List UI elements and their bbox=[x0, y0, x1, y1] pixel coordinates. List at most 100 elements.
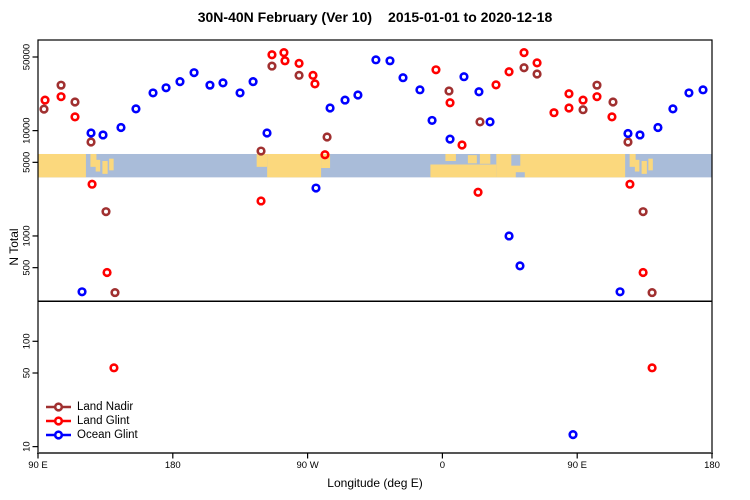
map-strip-land bbox=[90, 153, 97, 167]
chart-title: 30N-40N February (Ver 10) 2015-01-01 to … bbox=[0, 9, 750, 25]
data-point-land-glint bbox=[320, 150, 330, 160]
data-point-ocean-glint bbox=[325, 103, 335, 113]
data-point-land-nadir bbox=[623, 137, 633, 147]
legend-label: Land Glint bbox=[77, 415, 130, 427]
data-point-land-glint bbox=[87, 179, 97, 189]
map-strip-land bbox=[38, 153, 86, 178]
data-point-ocean-glint bbox=[459, 72, 469, 82]
data-point-land-glint bbox=[564, 89, 574, 99]
data-point-land-nadir bbox=[578, 105, 588, 115]
data-point-land-nadir bbox=[519, 63, 529, 73]
data-point-ocean-glint bbox=[131, 104, 141, 114]
legend-label: Ocean Glint bbox=[77, 429, 139, 441]
legend-symbol-point bbox=[53, 430, 64, 440]
y-tick-label: 100 bbox=[22, 333, 33, 349]
data-point-ocean-glint bbox=[635, 130, 645, 140]
data-point-ocean-glint bbox=[77, 287, 87, 297]
map-strip-land bbox=[445, 153, 456, 162]
data-point-ocean-glint bbox=[218, 78, 228, 88]
data-point-land-glint bbox=[607, 112, 617, 122]
data-point-land-glint bbox=[308, 70, 318, 80]
y-tick-label: 1000 bbox=[22, 225, 33, 246]
data-point-land-glint bbox=[578, 95, 588, 105]
map-strip-land bbox=[102, 161, 108, 174]
map-strip-land bbox=[496, 153, 626, 178]
data-point-ocean-glint bbox=[623, 128, 633, 139]
map-strip-land bbox=[629, 153, 636, 167]
data-point-land-glint bbox=[310, 79, 320, 89]
data-point-ocean-glint bbox=[86, 128, 96, 138]
data-point-land-glint bbox=[504, 67, 514, 77]
data-point-land-glint bbox=[625, 179, 635, 189]
data-point-land-nadir bbox=[322, 132, 332, 142]
data-point-ocean-glint bbox=[371, 55, 381, 65]
legend-symbol-point bbox=[53, 402, 64, 412]
y-tick-label: 10 bbox=[22, 441, 33, 452]
data-point-ocean-glint bbox=[445, 134, 455, 144]
data-point-land-glint bbox=[431, 65, 441, 75]
data-point-land-nadir bbox=[444, 86, 454, 96]
data-point-ocean-glint bbox=[205, 80, 215, 90]
y-tick-label: 500 bbox=[22, 260, 33, 276]
data-point-land-nadir bbox=[608, 97, 618, 107]
data-point-land-glint bbox=[491, 80, 501, 90]
data-point-land-glint bbox=[473, 187, 483, 197]
title-date-range: 2015-01-01 to 2020-12-18 bbox=[388, 9, 553, 25]
data-point-land-glint bbox=[280, 56, 290, 66]
data-point-land-nadir bbox=[70, 97, 80, 107]
data-point-land-glint bbox=[564, 103, 574, 113]
data-point-land-glint bbox=[638, 267, 648, 278]
map-strip-land bbox=[467, 155, 477, 164]
data-point-ocean-glint bbox=[485, 117, 495, 127]
map-strip-land bbox=[109, 158, 114, 171]
data-point-land-nadir bbox=[267, 61, 277, 71]
x-tick-label: 90 E bbox=[28, 460, 48, 471]
data-point-land-glint bbox=[647, 363, 657, 373]
legend-label: Land Nadir bbox=[77, 401, 133, 413]
x-tick-label: 90 W bbox=[297, 460, 319, 471]
data-point-ocean-glint bbox=[415, 85, 425, 95]
data-point-land-nadir bbox=[110, 287, 120, 298]
x-tick-label: 180 bbox=[704, 460, 720, 471]
data-point-ocean-glint bbox=[568, 430, 578, 440]
y-tick-label: 5000 bbox=[22, 152, 33, 173]
data-point-ocean-glint bbox=[698, 85, 708, 95]
data-point-ocean-glint bbox=[474, 87, 484, 97]
data-point-land-nadir bbox=[101, 207, 111, 217]
data-point-land-nadir bbox=[647, 287, 657, 298]
map-strip-land bbox=[430, 164, 497, 178]
x-tick-label: 90 E bbox=[567, 460, 587, 471]
data-point-land-glint bbox=[256, 196, 266, 206]
data-point-land-glint bbox=[445, 98, 455, 108]
y-tick-label: 10000 bbox=[22, 117, 33, 143]
data-point-ocean-glint bbox=[311, 183, 321, 193]
map-strip-sea-patch bbox=[515, 172, 525, 178]
data-point-land-nadir bbox=[56, 80, 66, 90]
map-strip-land bbox=[641, 161, 647, 174]
map-strip-land bbox=[648, 158, 653, 171]
map-strip-land bbox=[256, 153, 268, 167]
data-point-ocean-glint bbox=[398, 73, 408, 83]
data-point-land-glint bbox=[109, 363, 119, 373]
data-point-land-glint bbox=[267, 50, 277, 60]
title-region-period: 30N-40N February (Ver 10) bbox=[197, 9, 373, 25]
data-point-ocean-glint bbox=[504, 231, 514, 241]
map-strip-sea-patch bbox=[511, 154, 521, 166]
map-strip-land bbox=[479, 153, 491, 164]
data-point-ocean-glint bbox=[248, 77, 258, 87]
data-point-land-nadir bbox=[592, 80, 602, 90]
data-point-land-nadir bbox=[532, 69, 542, 79]
data-point-land-nadir bbox=[638, 207, 648, 217]
data-point-land-glint bbox=[70, 112, 80, 122]
x-tick-label: 180 bbox=[165, 460, 181, 471]
data-point-ocean-glint bbox=[615, 287, 625, 297]
data-point-land-glint bbox=[102, 267, 112, 278]
legend-symbol-point bbox=[53, 416, 64, 426]
data-point-land-glint bbox=[40, 95, 50, 105]
data-point-land-glint bbox=[279, 48, 289, 58]
data-point-land-nadir bbox=[256, 146, 266, 156]
data-point-ocean-glint bbox=[515, 261, 525, 271]
x-tick-label: 0 bbox=[440, 460, 445, 471]
